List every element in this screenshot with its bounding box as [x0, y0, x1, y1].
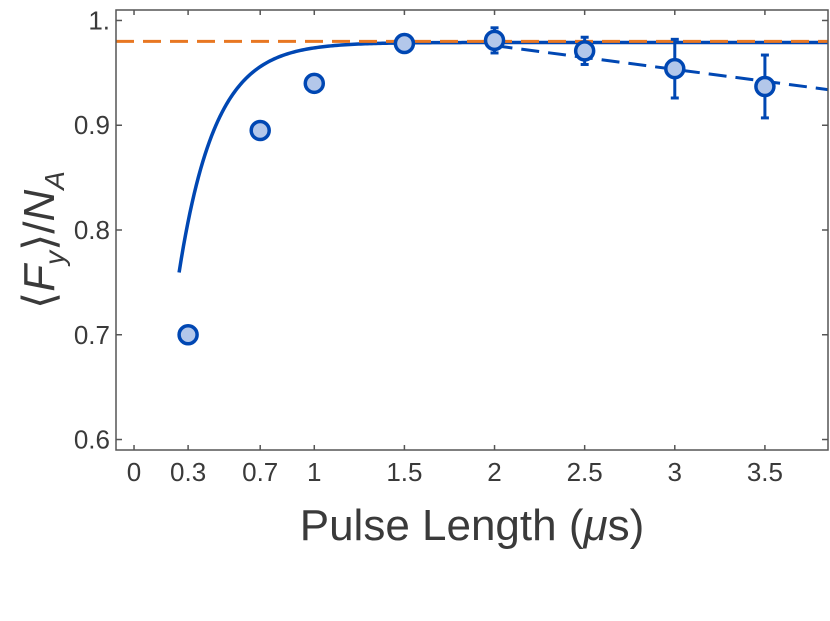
- decay-fit-line: [494, 44, 828, 92]
- y-tick-label: 0.8: [74, 215, 110, 245]
- data-point: [393, 32, 416, 55]
- x-tick-label: 0.3: [170, 457, 206, 487]
- y-tick-label: 0.7: [74, 320, 110, 350]
- x-tick-label: 2.5: [567, 457, 603, 487]
- x-tick-label: 3: [668, 457, 682, 487]
- axes: 0 0.3 0.7 1 1.5 2 2.5 3 3.5 0.6 0.7 0.8 0.9 1.: [74, 5, 829, 487]
- data-point: [303, 72, 326, 95]
- x-tick-label: 1.5: [386, 457, 422, 487]
- x-axis-title: Pulse Length (μs): [300, 501, 645, 550]
- plot-area: [116, 26, 828, 346]
- fit-curve: [177, 40, 828, 273]
- y-tick-label: 0.9: [74, 110, 110, 140]
- x-tick-label: 3.5: [747, 457, 783, 487]
- x-tick-label: 1: [307, 457, 321, 487]
- y-tick-label: 0.6: [74, 425, 110, 455]
- data-point: [483, 29, 506, 52]
- x-tick-label: 2: [487, 457, 501, 487]
- data-point: [664, 57, 686, 80]
- y-tick-label: 1.: [88, 5, 110, 35]
- data-point: [177, 324, 199, 346]
- curves-layer: [116, 39, 828, 273]
- data-point: [573, 40, 596, 62]
- data-point: [754, 75, 776, 98]
- data-point: [249, 119, 271, 142]
- data-points: [177, 26, 776, 346]
- x-tick-label: 0: [127, 457, 141, 487]
- x-tick-label: 0.7: [242, 457, 278, 487]
- y-axis-title: ⟨Fy⟩/NA: [15, 171, 70, 309]
